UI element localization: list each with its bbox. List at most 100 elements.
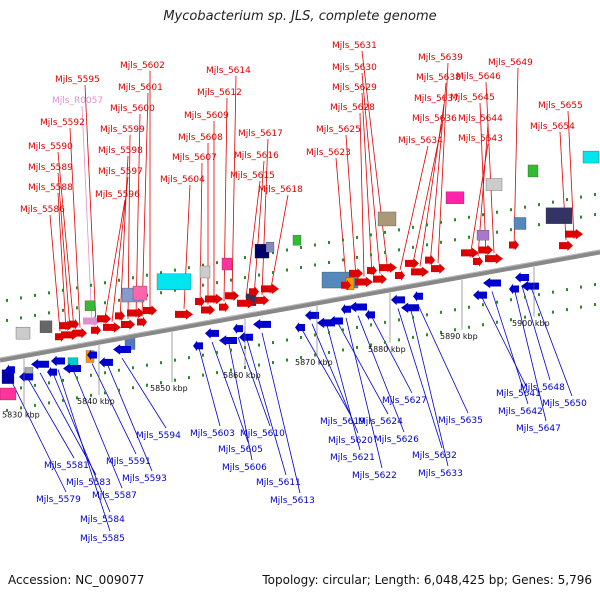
track-tick (342, 328, 344, 332)
connector-line (357, 315, 405, 433)
feature-box (292, 235, 302, 246)
track-tick (188, 376, 190, 380)
connector-line (223, 97, 228, 302)
track-tick (440, 240, 442, 244)
track-tick (370, 253, 372, 257)
feature-box (221, 257, 233, 271)
gene-label-mjls_5590: Mjls_5590 (28, 142, 73, 152)
connector-line (9, 378, 67, 493)
accession-text: Accession: NC_009077 (8, 573, 145, 587)
track-tick (538, 313, 540, 317)
feature-box (199, 265, 211, 279)
track-tick (538, 203, 540, 207)
track-tick (90, 373, 92, 377)
track-tick (174, 288, 176, 292)
track-tick (328, 330, 330, 334)
gene-arrow-reverse (295, 322, 305, 333)
reverse-gene-labels: Mjls_5579 Mjls_5581 Mjls_5583 Mjls_5584 Mjls… (36, 383, 587, 544)
track-tick (300, 246, 302, 249)
track-tick (34, 313, 36, 317)
gene-arrow-forward (225, 290, 239, 301)
gene-label-mjls_5583: Mjls_5583 (66, 478, 111, 488)
track-tick (76, 396, 78, 400)
gene-arrow-forward (97, 313, 111, 325)
gene-label-mjls_5579: Mjls_5579 (36, 495, 81, 505)
track-tick (202, 263, 204, 267)
feature-box (0, 387, 17, 401)
track-tick (34, 403, 36, 407)
connector-line (369, 313, 413, 394)
gene-arrow-forward (201, 304, 215, 316)
track-tick (580, 215, 582, 219)
track-tick (566, 288, 568, 292)
gene-label-mjls_5606: Mjls_5606 (222, 463, 267, 473)
track-tick (454, 308, 456, 312)
track-tick (510, 228, 512, 232)
gene-arrow-reverse (205, 328, 219, 339)
connector-line (361, 92, 373, 276)
track-tick (468, 325, 470, 329)
gene-arrow-forward (143, 305, 157, 316)
track-tick (342, 238, 344, 242)
track-tick (580, 195, 582, 199)
track-tick (6, 318, 8, 322)
gene-arrow-forward (137, 316, 147, 328)
track-tick (440, 310, 442, 314)
track-tick (524, 315, 526, 319)
track-tick (412, 315, 414, 319)
track-tick (482, 213, 484, 217)
track-tick (230, 368, 232, 372)
track-tick (230, 348, 232, 352)
track-tick (118, 278, 120, 282)
gene-label-mjls_5586: Mjls_5586 (20, 205, 65, 215)
gene-arrow-forward (461, 247, 479, 259)
track-tick (510, 208, 512, 212)
connector-line (417, 304, 469, 414)
gene-label-mjls_5585: Mjls_5585 (80, 534, 125, 544)
track-tick (160, 361, 162, 365)
track-tick (314, 333, 316, 337)
gene-label-mjls_5655: Mjls_5655 (538, 101, 583, 111)
connector-line (197, 344, 221, 427)
connector-line (81, 105, 93, 326)
track-tick (468, 215, 470, 219)
track-tick (272, 341, 274, 345)
track-tick (160, 271, 162, 275)
gene-arrow-reverse (391, 294, 405, 306)
gene-arrow-reverse (219, 335, 237, 346)
gene-label-mjls_5608: Mjls_5608 (178, 133, 223, 143)
track-tick (370, 343, 372, 347)
connector-line (335, 157, 347, 280)
feature-box (527, 164, 539, 178)
connector-line (57, 151, 75, 329)
connector-line (237, 337, 271, 427)
feature-box (15, 326, 31, 340)
gene-arrow-forward (379, 262, 397, 273)
gene-label-mjls_5617: Mjls_5617 (238, 129, 283, 139)
track-tick (76, 376, 78, 380)
gene-arrow-reverse (341, 303, 351, 315)
gene-arrow-reverse (87, 349, 97, 361)
connector-line (485, 81, 495, 254)
gene-label-mjls_5581: Mjls_5581 (44, 461, 89, 471)
gene-arrow-reverse (483, 277, 501, 289)
track-tick (538, 293, 540, 297)
gene-label-mjls_5592: Mjls_5592 (40, 118, 85, 128)
gene-label-mjls_5602: Mjls_5602 (120, 61, 165, 71)
track-tick (398, 248, 400, 252)
track-tick (398, 228, 400, 232)
track-tick (496, 210, 498, 214)
track-tick (160, 381, 162, 385)
track-tick (328, 350, 330, 354)
track-tick (594, 213, 596, 217)
track-tick (104, 301, 106, 305)
connector-line (437, 62, 449, 264)
gene-arrow-forward (341, 279, 351, 291)
gene-arrow-forward (373, 273, 387, 285)
gene-arrow-reverse (99, 357, 113, 368)
track-tick (412, 245, 414, 249)
gene-arrow-reverse (473, 289, 487, 301)
gene-label-mjls_5618: Mjls_5618 (258, 185, 303, 195)
track-tick (286, 248, 288, 252)
gene-arrow-reverse (193, 340, 203, 352)
